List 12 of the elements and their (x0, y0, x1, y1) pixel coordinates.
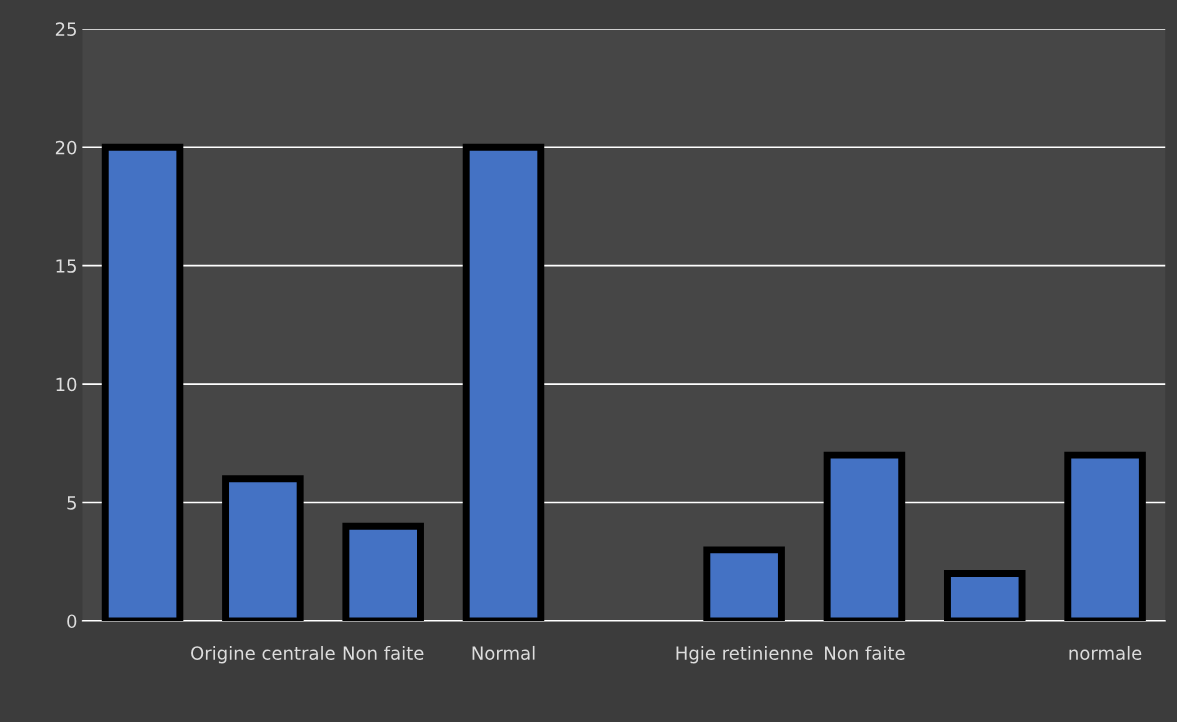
x-tick-label: Normal (472, 645, 535, 660)
x-tick-label: normale (1069, 645, 1142, 660)
y-tick-label: 15 (56, 259, 76, 273)
x-tick-label: Hgie retinienne (676, 645, 813, 664)
y-tick-label: 5 (67, 496, 76, 510)
x-tick-label: Origine centrale (191, 645, 335, 664)
y-tick-label: 25 (55, 22, 76, 36)
x-tick-label: Non faite (825, 645, 905, 660)
x-tick-label: Non faite (343, 645, 424, 660)
y-tick-label: 0 (67, 614, 77, 629)
y-tick-label: 10 (56, 377, 77, 392)
y-tick-label: 20 (55, 140, 77, 155)
